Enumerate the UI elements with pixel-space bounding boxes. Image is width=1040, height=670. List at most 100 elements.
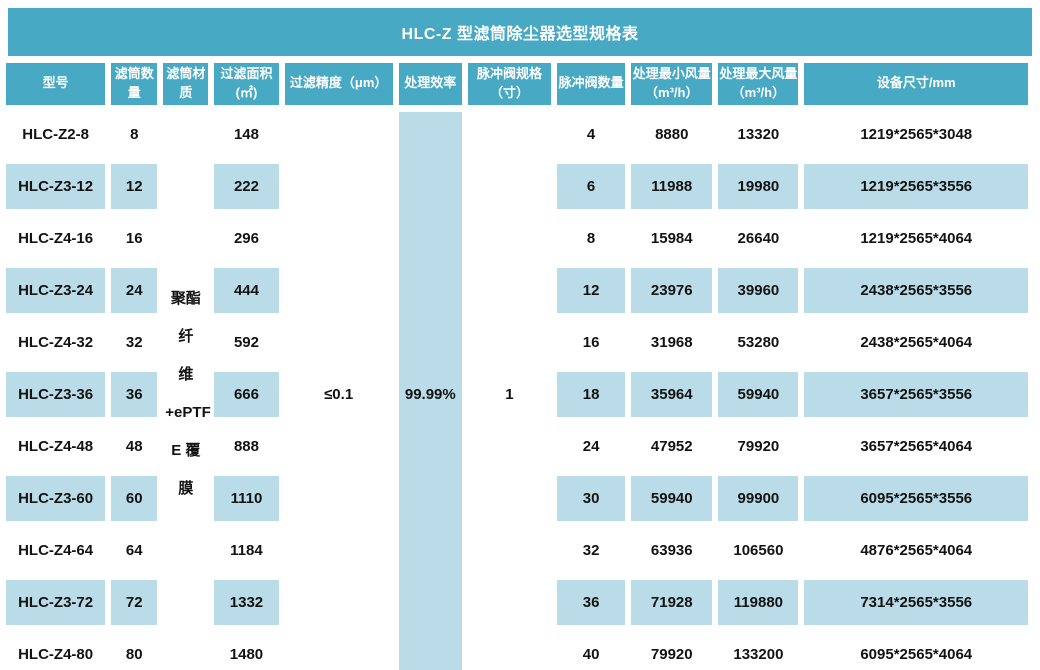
column-header-precision: 过滤精度（μm） (284, 63, 393, 105)
cell-max-airflow: 106560 (718, 527, 799, 573)
cell-size: 4876*2565*4064 (804, 527, 1028, 573)
cell-valve-qty: 36 (557, 579, 626, 625)
cell-efficiency-merged: 99.99% (398, 111, 462, 670)
cell-valve-qty: 30 (557, 475, 626, 521)
column-header-max-airflow: 处理最大风量 （m³/h） (718, 63, 799, 105)
table-row: HLC-Z4-32 32 592 16 31968 53280 2438*2565*4064 (6, 319, 1028, 365)
cell-filter-area: 1332 (214, 579, 279, 625)
cell-size: 3657*2565*4064 (804, 423, 1028, 469)
table-title-text: HLC-Z 型滤筒除尘器选型规格表 (401, 26, 639, 43)
cell-cartridge-qty: 60 (111, 475, 158, 521)
cell-model: HLC-Z3-36 (6, 371, 106, 417)
cell-max-airflow: 133200 (718, 631, 799, 670)
spec-table-body: HLC-Z2-8 8 聚酯纤 维 +ePTF E 覆膜 148 ≤0.1 99.99% 1 4… (6, 111, 1028, 670)
cell-valve-qty: 12 (557, 267, 626, 313)
cell-model: HLC-Z3-24 (6, 267, 106, 313)
cell-valve-qty: 32 (557, 527, 626, 573)
cell-model: HLC-Z4-16 (6, 215, 106, 261)
cell-max-airflow: 53280 (718, 319, 799, 365)
cell-valve-qty: 6 (557, 163, 626, 209)
column-header-model: 型号 (6, 63, 106, 105)
cell-model: HLC-Z4-64 (6, 527, 106, 573)
cell-cartridge-qty: 36 (111, 371, 158, 417)
cell-precision-merged: ≤0.1 (284, 111, 393, 670)
cell-size: 6095*2565*3556 (804, 475, 1028, 521)
column-header-material: 滤筒材 质 (163, 63, 209, 105)
cell-valve-qty: 24 (557, 423, 626, 469)
cell-model: HLC-Z4-48 (6, 423, 106, 469)
cell-cartridge-qty: 32 (111, 319, 158, 365)
cell-min-airflow: 79920 (631, 631, 713, 670)
cell-max-airflow: 39960 (718, 267, 799, 313)
cell-cartridge-qty: 12 (111, 163, 158, 209)
cell-min-airflow: 47952 (631, 423, 713, 469)
cell-cartridge-qty: 16 (111, 215, 158, 261)
cell-size: 2438*2565*4064 (804, 319, 1028, 365)
cell-cartridge-qty: 72 (111, 579, 158, 625)
cell-cartridge-qty: 80 (111, 631, 158, 670)
cell-model: HLC-Z3-60 (6, 475, 106, 521)
cell-max-airflow: 13320 (718, 111, 799, 157)
cell-size: 7314*2565*3556 (804, 579, 1028, 625)
cell-model: HLC-Z4-32 (6, 319, 106, 365)
column-header-min-airflow: 处理最小风量 （m³/h） (631, 63, 713, 105)
cell-max-airflow: 19980 (718, 163, 799, 209)
column-header-valve-spec: 脉冲阀规格 （寸） (467, 63, 552, 105)
table-row: HLC-Z3-72 72 1332 36 71928 119880 7314*2565*35… (6, 579, 1028, 625)
column-header-valve-qty: 脉冲阀数量 (557, 63, 626, 105)
header-row: 型号 滤筒数 量 滤筒材 质 过滤面积 (㎡) 过滤精度（μm） 处理效率 脉冲… (6, 63, 1028, 105)
spec-table: 型号 滤筒数 量 滤筒材 质 过滤面积 (㎡) 过滤精度（μm） 处理效率 脉冲… (0, 56, 1034, 670)
table-row: HLC-Z3-12 12 222 6 11988 19980 1219*2565*3556 (6, 163, 1028, 209)
cell-min-airflow: 8880 (631, 111, 713, 157)
column-header-filter-area: 过滤面积 (㎡) (214, 63, 279, 105)
cell-filter-area: 148 (214, 111, 279, 157)
cell-filter-area: 666 (214, 371, 279, 417)
cell-size: 1219*2565*4064 (804, 215, 1028, 261)
cell-filter-area: 592 (214, 319, 279, 365)
cell-valve-qty: 8 (557, 215, 626, 261)
table-row: HLC-Z4-80 80 1480 40 79920 133200 6095*2565*40… (6, 631, 1028, 670)
cell-min-airflow: 23976 (631, 267, 713, 313)
cell-max-airflow: 26640 (718, 215, 799, 261)
cell-max-airflow: 59940 (718, 371, 799, 417)
cell-size: 2438*2565*3556 (804, 267, 1028, 313)
cell-valve-qty: 18 (557, 371, 626, 417)
cell-model: HLC-Z3-12 (6, 163, 106, 209)
cell-min-airflow: 59940 (631, 475, 713, 521)
cell-cartridge-qty: 64 (111, 527, 158, 573)
page: { "title": "HLC-Z 型滤筒除尘器选型规格表", "colors"… (0, 8, 1040, 670)
cell-max-airflow: 119880 (718, 579, 799, 625)
cell-min-airflow: 31968 (631, 319, 713, 365)
cell-cartridge-qty: 24 (111, 267, 158, 313)
column-header-efficiency: 处理效率 (398, 63, 462, 105)
table-row: HLC-Z4-64 64 1184 32 63936 106560 4876*2565*40… (6, 527, 1028, 573)
table-row: HLC-Z4-48 48 888 24 47952 79920 3657*2565*4064 (6, 423, 1028, 469)
cell-filter-area: 1480 (214, 631, 279, 670)
cell-cartridge-qty: 48 (111, 423, 158, 469)
cell-filter-area: 444 (214, 267, 279, 313)
table-row: HLC-Z2-8 8 聚酯纤 维 +ePTF E 覆膜 148 ≤0.1 99.99% 1 4… (6, 111, 1028, 670)
cell-model: HLC-Z2-8 (6, 111, 106, 157)
cell-min-airflow: 63936 (631, 527, 713, 573)
cell-size: 1219*2565*3048 (804, 111, 1028, 157)
cell-filter-area: 1110 (214, 475, 279, 521)
table-row: HLC-Z3-24 24 444 12 23976 39960 2438*2565*3556 (6, 267, 1028, 313)
table-row: HLC-Z3-60 60 1110 30 59940 99900 6095*2565*355… (6, 475, 1028, 521)
table-title: HLC-Z 型滤筒除尘器选型规格表 (8, 8, 1032, 56)
column-header-cartridge-qty: 滤筒数 量 (111, 63, 158, 105)
cell-valve-spec-merged: 1 (467, 111, 552, 670)
cell-size: 1219*2565*3556 (804, 163, 1028, 209)
cell-model: HLC-Z4-80 (6, 631, 106, 670)
cell-size: 3657*2565*3556 (804, 371, 1028, 417)
cell-valve-qty: 40 (557, 631, 626, 670)
cell-cartridge-qty: 8 (111, 111, 158, 157)
cell-min-airflow: 15984 (631, 215, 713, 261)
cell-max-airflow: 99900 (718, 475, 799, 521)
table-row: HLC-Z3-36 36 666 18 35964 59940 3657*2565*3556 (6, 371, 1028, 417)
cell-model: HLC-Z3-72 (6, 579, 106, 625)
cell-min-airflow: 71928 (631, 579, 713, 625)
cell-valve-qty: 4 (557, 111, 626, 157)
cell-filter-area: 1184 (214, 527, 279, 573)
cell-min-airflow: 35964 (631, 371, 713, 417)
cell-size: 6095*2565*4064 (804, 631, 1028, 670)
